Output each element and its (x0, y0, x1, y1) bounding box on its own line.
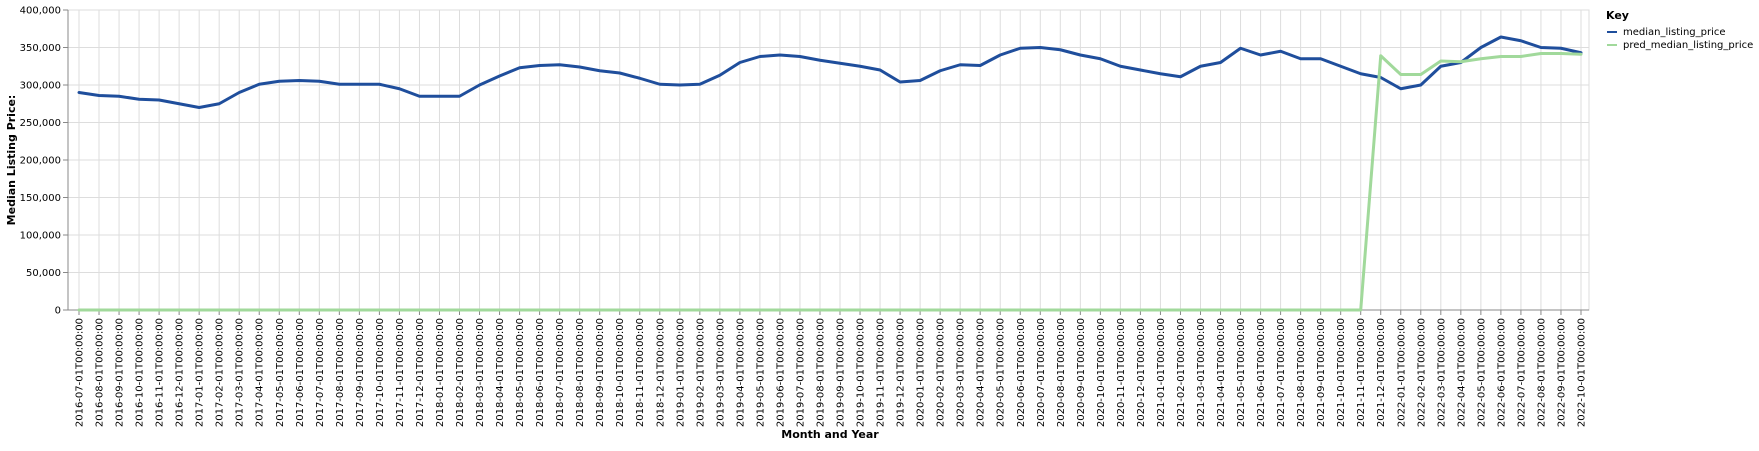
x-tick-label: 2017-09-01T00:00:00 (355, 318, 366, 427)
x-tick-label: 2016-09-01T00:00:00 (115, 318, 126, 427)
legend: Key median_listing_price pred_median_lis… (1606, 9, 1753, 51)
x-tick-label: 2017-08-01T00:00:00 (335, 318, 346, 427)
y-tick-label: 0 (55, 306, 61, 317)
x-tick-label: 2021-02-01T00:00:00 (1176, 318, 1187, 427)
x-tick-label: 2019-01-01T00:00:00 (675, 318, 686, 427)
x-tick-label: 2017-02-01T00:00:00 (215, 318, 226, 427)
x-tick-label: 2022-07-01T00:00:00 (1516, 318, 1527, 427)
x-tick-label: 2018-10-01T00:00:00 (615, 318, 626, 427)
x-tick-label: 2018-09-01T00:00:00 (595, 318, 606, 427)
x-tick-label: 2018-06-01T00:00:00 (535, 318, 546, 427)
grid-lines (67, 9, 1590, 311)
x-tick-label: 2022-01-01T00:00:00 (1396, 318, 1407, 427)
y-tick-label: 350,000 (20, 43, 61, 54)
y-axis-title: Median Listing Price: (5, 95, 18, 226)
y-tick-label: 300,000 (20, 81, 61, 92)
x-tick-label: 2018-01-01T00:00:00 (435, 318, 446, 427)
y-tick-label: 50,000 (26, 268, 61, 279)
x-tick-label: 2022-06-01T00:00:00 (1496, 318, 1507, 427)
x-tick-label: 2020-08-01T00:00:00 (1056, 318, 1067, 427)
x-tick-label: 2022-10-01T00:00:00 (1577, 318, 1588, 427)
x-tick-label: 2021-11-01T00:00:00 (1356, 318, 1367, 427)
x-tick-label: 2021-01-01T00:00:00 (1156, 318, 1167, 427)
x-tick-label: 2020-03-01T00:00:00 (956, 318, 967, 427)
x-tick-label: 2021-06-01T00:00:00 (1256, 318, 1267, 427)
x-tick-label: 2016-11-01T00:00:00 (155, 318, 166, 427)
legend-title: Key (1606, 9, 1629, 22)
x-tick-label: 2019-02-01T00:00:00 (695, 318, 706, 427)
x-tick-label: 2020-07-01T00:00:00 (1036, 318, 1047, 427)
x-tick-label: 2018-12-01T00:00:00 (655, 318, 666, 427)
series-lines (77, 35, 1583, 312)
x-tick-label: 2017-12-01T00:00:00 (415, 318, 426, 427)
y-tick-label: 200,000 (20, 156, 61, 167)
x-tick-label: 2016-12-01T00:00:00 (175, 318, 186, 427)
x-tick-label: 2020-01-01T00:00:00 (916, 318, 927, 427)
x-tick-label: 2018-02-01T00:00:00 (455, 318, 466, 427)
x-tick-label: 2021-04-01T00:00:00 (1216, 318, 1227, 427)
x-tick-label: 2021-07-01T00:00:00 (1276, 318, 1287, 427)
x-tick-label: 2020-04-01T00:00:00 (976, 318, 987, 427)
x-tick-label: 2022-09-01T00:00:00 (1556, 318, 1567, 427)
x-tick-label: 2019-10-01T00:00:00 (856, 318, 867, 427)
x-tick-label: 2018-07-01T00:00:00 (555, 318, 566, 427)
x-tick-label: 2017-03-01T00:00:00 (235, 318, 246, 427)
x-tick-label: 2017-06-01T00:00:00 (295, 318, 306, 427)
x-tick-label: 2022-03-01T00:00:00 (1436, 318, 1447, 427)
x-axis-title: Month and Year (781, 428, 879, 441)
legend-label-median-listing-price: median_listing_price (1623, 27, 1726, 38)
x-tick-label: 2017-01-01T00:00:00 (195, 318, 206, 427)
x-tick-label: 2020-06-01T00:00:00 (1016, 318, 1027, 427)
x-tick-label: 2022-05-01T00:00:00 (1476, 318, 1487, 427)
x-tick-label: 2020-12-01T00:00:00 (1136, 318, 1147, 427)
x-tick-label: 2021-05-01T00:00:00 (1236, 318, 1247, 427)
x-tick-label: 2018-05-01T00:00:00 (515, 318, 526, 427)
x-tick-label: 2019-04-01T00:00:00 (735, 318, 746, 427)
x-tick-label: 2022-04-01T00:00:00 (1456, 318, 1467, 427)
x-tick-label: 2017-04-01T00:00:00 (255, 318, 266, 427)
y-tick-label: 150,000 (20, 193, 61, 204)
x-tick-label: 2019-08-01T00:00:00 (815, 318, 826, 427)
axes: 0 50,000 100,000 150,000 200,000 250,000 300,0… (20, 6, 1589, 427)
x-tick-label: 2020-02-01T00:00:00 (936, 318, 947, 427)
x-tick-label: 2018-03-01T00:00:00 (475, 318, 486, 427)
x-tick-label: 2017-10-01T00:00:00 (375, 318, 386, 427)
x-tick-label: 2019-07-01T00:00:00 (795, 318, 806, 427)
x-tick-label: 2019-06-01T00:00:00 (775, 318, 786, 427)
x-tick-label: 2018-11-01T00:00:00 (635, 318, 646, 427)
x-tick-label: 2018-08-01T00:00:00 (575, 318, 586, 427)
x-tick-label: 2020-05-01T00:00:00 (996, 318, 1007, 427)
x-tick-label: 2020-09-01T00:00:00 (1076, 318, 1087, 427)
x-tick-label: 2019-03-01T00:00:00 (715, 318, 726, 427)
x-tick-label: 2019-11-01T00:00:00 (876, 318, 887, 427)
x-tick-label: 2021-09-01T00:00:00 (1316, 318, 1327, 427)
x-tick-label: 2021-08-01T00:00:00 (1296, 318, 1307, 427)
x-tick-label: 2016-10-01T00:00:00 (135, 318, 146, 427)
x-tick-label: 2022-02-01T00:00:00 (1416, 318, 1427, 427)
x-tick-label: 2016-08-01T00:00:00 (95, 318, 106, 427)
x-tick-label: 2017-07-01T00:00:00 (315, 318, 326, 427)
legend-label-pred-median-listing-price: pred_median_listing_price (1623, 40, 1753, 51)
y-tick-label: 100,000 (20, 231, 61, 242)
x-tick-label: 2021-12-01T00:00:00 (1376, 318, 1387, 427)
series-line-pred-median-listing-price (77, 52, 1583, 312)
x-tick-label: 2020-11-01T00:00:00 (1116, 318, 1127, 427)
x-tick-label: 2019-09-01T00:00:00 (836, 318, 847, 427)
x-tick-label: 2022-08-01T00:00:00 (1536, 318, 1547, 427)
x-tick-label: 2018-04-01T00:00:00 (495, 318, 506, 427)
x-tick-label: 2019-12-01T00:00:00 (896, 318, 907, 427)
x-tick-label: 2016-07-01T00:00:00 (75, 318, 86, 427)
x-tick-label: 2021-10-01T00:00:00 (1336, 318, 1347, 427)
x-tick-label: 2020-10-01T00:00:00 (1096, 318, 1107, 427)
x-tick-label: 2017-05-01T00:00:00 (275, 318, 286, 427)
y-tick-label: 250,000 (20, 118, 61, 129)
x-tick-label: 2019-05-01T00:00:00 (755, 318, 766, 427)
x-tick-label: 2021-03-01T00:00:00 (1196, 318, 1207, 427)
y-tick-label: 400,000 (20, 6, 61, 17)
series-line-median-listing-price (77, 35, 1583, 109)
x-tick-label: 2017-11-01T00:00:00 (395, 318, 406, 427)
